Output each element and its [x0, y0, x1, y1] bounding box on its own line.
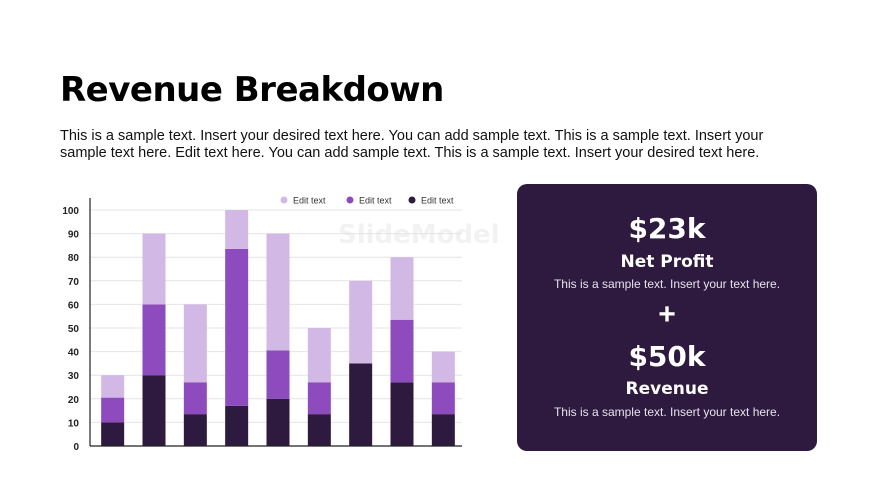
bar-segment [266, 350, 290, 399]
bar-segment [349, 363, 373, 446]
bar-segment [266, 233, 290, 351]
bar-segment [390, 319, 414, 383]
revenue-text: This is a sample text. Insert your text … [553, 405, 781, 419]
net-profit-text: This is a sample text. Insert your text … [553, 277, 781, 291]
bar-segment [225, 248, 249, 406]
legend-label: Edit text [421, 196, 454, 206]
bar-segment [183, 414, 207, 446]
summary-card: $23k Net Profit This is a sample text. I… [517, 184, 817, 451]
chart-svg: 0 10 20 30 40 50 60 70 80 90 100 Edit text Edit text… [62, 196, 462, 453]
y-tick-label: 0 [73, 442, 79, 453]
y-tick-label: 100 [62, 206, 79, 217]
revenue-chart: 0 10 20 30 40 50 60 70 80 90 100 Edit text Edit text… [52, 186, 472, 456]
net-profit-label: Net Profit [620, 252, 714, 272]
y-tick-label: 90 [68, 230, 80, 241]
plus-sign: + [658, 298, 676, 331]
bar-segment [307, 328, 331, 383]
bar-segment [101, 375, 125, 398]
bar-segment [349, 280, 373, 364]
y-tick-label: 50 [68, 324, 80, 335]
y-tick-label: 20 [68, 395, 80, 406]
bar-segment [266, 398, 290, 446]
bar-segment [142, 375, 166, 446]
page-title: Revenue Breakdown [60, 70, 444, 110]
legend-marker [280, 196, 288, 204]
revenue-label: Revenue [625, 379, 709, 399]
y-tick-label: 30 [68, 371, 80, 382]
bar-segment [183, 382, 207, 415]
legend-label: Edit text [293, 196, 326, 206]
legend-marker [346, 196, 354, 204]
bar-segment [225, 405, 249, 446]
bar-segment [142, 233, 166, 305]
legend-label: Edit text [359, 196, 392, 206]
legend-marker [408, 196, 416, 204]
net-profit-amount: $23k [628, 212, 706, 245]
bar-segment [307, 414, 331, 446]
y-tick-label: 60 [68, 300, 80, 311]
bar-segment [183, 304, 207, 383]
bar-segment [390, 257, 414, 320]
y-tick-label: 70 [68, 277, 80, 288]
revenue-amount: $50k [628, 340, 706, 373]
y-tick-label: 40 [68, 348, 80, 359]
bar-segment [142, 304, 166, 376]
bar-segment [307, 382, 331, 415]
description-text: This is a sample text. Insert your desir… [60, 128, 764, 161]
y-tick-label: 80 [68, 253, 80, 264]
y-tick-label: 10 [68, 418, 80, 429]
bar-segment [390, 382, 414, 446]
bar-segment [225, 210, 249, 249]
bar-segment [101, 422, 125, 446]
bar-segment [431, 351, 455, 383]
bar-segment [431, 414, 455, 446]
bar-segment [431, 382, 455, 415]
bar-segment [101, 397, 125, 423]
